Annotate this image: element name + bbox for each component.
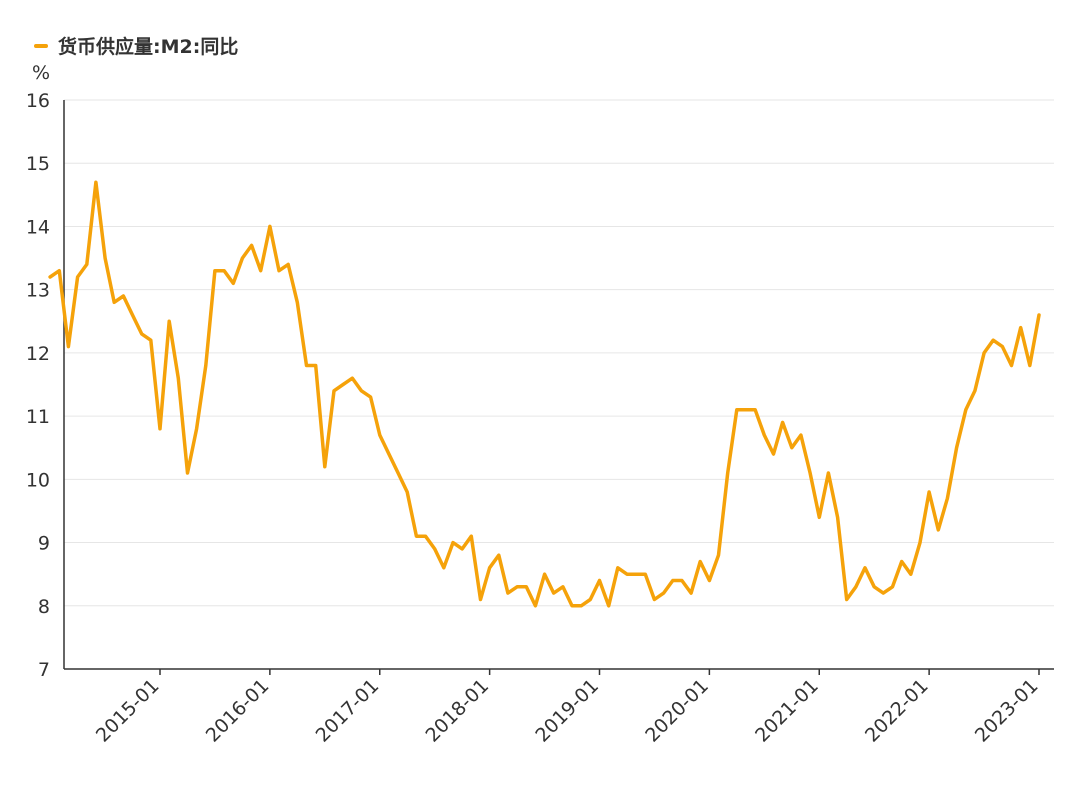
legend[interactable]: 货币供应量:M2:同比 [34, 32, 238, 59]
y-tick-label: 16 [26, 90, 50, 112]
y-axis-unit: % [32, 62, 51, 84]
y-tick-label: 8 [38, 596, 50, 618]
y-tick-label: 9 [38, 533, 50, 555]
legend-label: 货币供应量:M2:同比 [58, 36, 239, 58]
y-tick-label: 15 [26, 153, 50, 175]
x-tick-label: 2019-01 [531, 675, 603, 747]
y-tick-label: 13 [26, 280, 50, 302]
x-tick-label: 2020-01 [641, 675, 713, 747]
x-tick-label: 2023-01 [971, 675, 1043, 747]
y-tick-label: 12 [26, 343, 50, 365]
y-tick-label: 11 [26, 406, 50, 428]
legend-swatch [34, 43, 48, 48]
y-tick-label: 10 [26, 469, 50, 491]
y-tick-label: 14 [26, 216, 50, 238]
x-tick-label: 2017-01 [312, 675, 384, 747]
x-tick-label: 2018-01 [421, 675, 493, 747]
x-tick-label: 2021-01 [751, 675, 823, 747]
series-line [48, 180, 1041, 608]
x-tick-label: 2016-01 [202, 675, 274, 747]
y-tick-label: 7 [38, 659, 50, 681]
x-tick-label: 2022-01 [861, 675, 933, 747]
x-tick-label: 2015-01 [92, 675, 164, 747]
